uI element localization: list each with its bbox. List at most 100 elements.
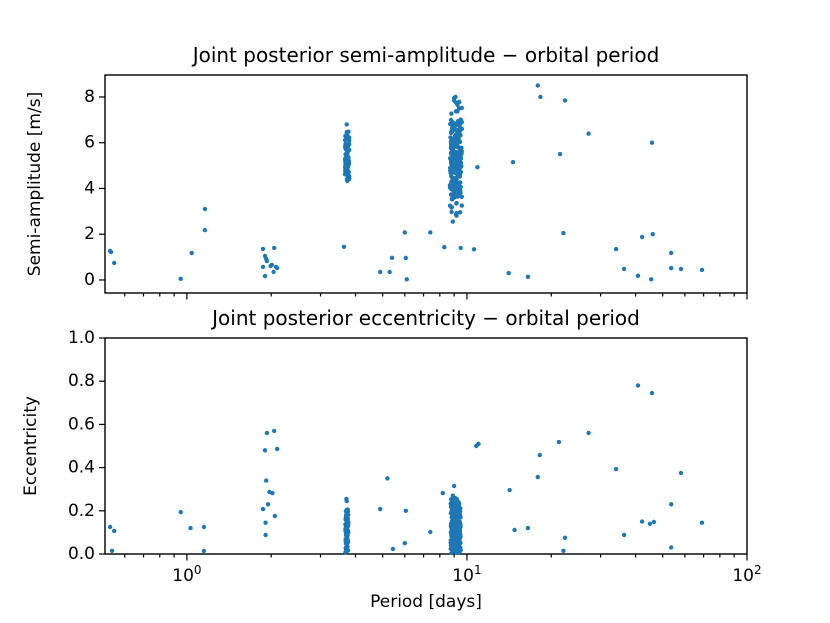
y-tick-label: 1.0 (68, 328, 95, 348)
data-point (453, 94, 458, 100)
data-point (262, 273, 268, 279)
data-point (458, 126, 463, 131)
data-point (402, 541, 407, 546)
data-point (456, 504, 461, 509)
data-point (449, 508, 454, 513)
data-point (454, 187, 460, 192)
data-point (260, 246, 266, 252)
data-point (448, 145, 454, 150)
data-point (402, 230, 407, 235)
y-axis-label-eccentricity: Eccentricity (21, 396, 41, 496)
data-point (453, 149, 458, 155)
data-point (557, 151, 563, 157)
data-point (458, 245, 463, 251)
data-point (669, 502, 674, 507)
data-point (265, 502, 271, 507)
data-point (669, 265, 674, 271)
data-point (274, 265, 280, 271)
data-point (457, 132, 462, 137)
data-point (344, 514, 349, 519)
y-tick-label: 4 (84, 178, 95, 198)
data-point (453, 140, 458, 145)
data-point (651, 519, 657, 525)
data-point (649, 140, 655, 145)
x-tick-label: 101 (452, 563, 481, 586)
data-point (507, 487, 512, 493)
data-point (458, 545, 463, 550)
data-point (344, 498, 349, 504)
data-point (202, 227, 208, 233)
y-tick-label: 8 (84, 87, 95, 107)
y-ticks: 0 2 4 6 8 (84, 87, 105, 290)
data-point (178, 276, 183, 281)
data-point (452, 162, 457, 168)
data-point (272, 428, 277, 434)
data-point (678, 266, 684, 272)
data-point (510, 160, 516, 165)
data-point (669, 250, 674, 256)
data-point (454, 507, 459, 513)
data-point (459, 203, 464, 208)
data-point (556, 439, 562, 445)
data-point (458, 169, 464, 175)
x-tick-label: 100 (172, 563, 201, 586)
data-point (506, 270, 511, 276)
data-point (403, 508, 408, 513)
data-point (428, 529, 433, 535)
data-point (586, 131, 591, 136)
data-point (112, 528, 117, 534)
data-point (454, 211, 459, 216)
data-point (450, 219, 455, 224)
data-point (449, 130, 454, 135)
data-point (457, 526, 462, 531)
data-point (345, 533, 350, 538)
data-point (451, 178, 457, 183)
data-point (449, 539, 454, 545)
data-point (650, 232, 655, 237)
data-point (178, 509, 183, 515)
data-point (448, 192, 454, 197)
data-point (263, 532, 268, 538)
axes-frame (104, 74, 748, 294)
data-point (270, 490, 275, 496)
data-point (613, 246, 619, 252)
data-point (451, 548, 456, 554)
data-point (345, 133, 350, 138)
data-point (457, 530, 462, 535)
data-point (457, 549, 463, 554)
data-point (263, 520, 268, 525)
data-point (378, 269, 383, 275)
data-point (457, 521, 463, 526)
y-tick-label: 2 (84, 224, 95, 244)
data-point (458, 188, 463, 193)
subplot-title-semi-amplitude: Joint posterior semi-amplitude − orbital… (191, 43, 660, 67)
data-point (621, 266, 627, 272)
scatter-points-eccentricity (107, 383, 705, 555)
y-tick-label: 6 (84, 133, 95, 153)
data-point (260, 506, 266, 512)
y-tick-label: 0.0 (68, 544, 95, 564)
data-point (341, 244, 347, 249)
y-tick-label: 0 (84, 270, 95, 290)
data-point (346, 177, 352, 182)
data-point (344, 537, 350, 543)
data-point (450, 504, 456, 510)
data-point (345, 544, 350, 549)
data-point (449, 182, 454, 187)
subplot-semi-amplitude: Joint posterior semi-amplitude − orbital… (25, 43, 748, 300)
data-point (450, 526, 455, 532)
data-point (459, 120, 464, 125)
data-point (448, 169, 454, 174)
data-point (525, 525, 531, 531)
data-point (459, 105, 464, 111)
data-point (390, 546, 396, 552)
data-point (613, 466, 619, 472)
data-point (561, 230, 566, 236)
data-point (274, 446, 280, 452)
axes-semi-amplitude: 0 2 4 6 8 (84, 74, 748, 300)
data-point (453, 540, 459, 545)
data-point (272, 245, 277, 251)
data-point (457, 99, 462, 105)
data-point (343, 160, 348, 165)
data-point (459, 151, 464, 156)
